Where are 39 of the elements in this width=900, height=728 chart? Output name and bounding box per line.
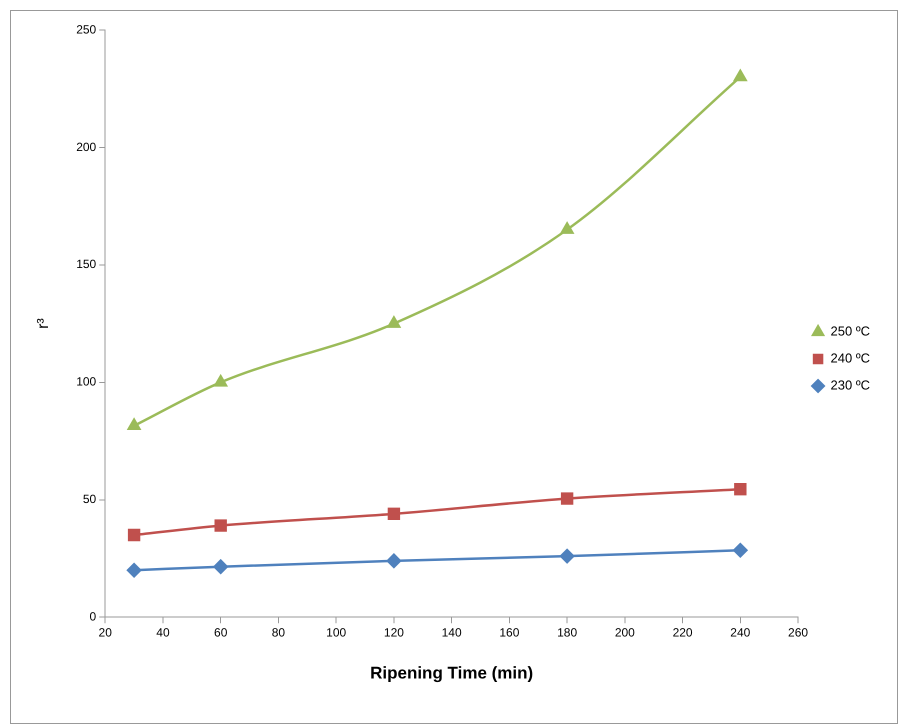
- x-tick-label: 40: [156, 626, 170, 640]
- legend-label: 250 ºC: [830, 324, 870, 339]
- y-tick-label: 50: [82, 492, 97, 506]
- x-tick-label: 60: [214, 626, 228, 640]
- x-tick-label: 120: [384, 626, 404, 640]
- point: [734, 482, 747, 496]
- y-tick-label: 250: [76, 22, 97, 36]
- point: [733, 543, 748, 558]
- y-tick-label: 200: [76, 140, 97, 154]
- y-tick-label: 0: [90, 610, 97, 624]
- x-tick-label: 260: [788, 626, 808, 640]
- point: [126, 562, 142, 578]
- point: [386, 554, 402, 568]
- point: [560, 222, 574, 234]
- x-axis-title: Ripening Time (min): [370, 663, 534, 682]
- y-axis-title: r³: [35, 318, 52, 329]
- point: [387, 316, 400, 328]
- point: [214, 375, 228, 387]
- x-tick-label: 140: [442, 626, 462, 640]
- x-tick-label: 200: [614, 626, 636, 640]
- x-tick-label: 80: [272, 626, 286, 640]
- point: [388, 508, 400, 520]
- x-tick-label: 100: [326, 626, 346, 640]
- point: [128, 528, 140, 542]
- point: [214, 519, 227, 532]
- point: [560, 492, 574, 505]
- y-tick-label: 100: [76, 374, 97, 389]
- point: [734, 70, 747, 82]
- x-tick-label: 20: [98, 626, 112, 640]
- point: [560, 548, 574, 564]
- x-tick-label: 160: [499, 626, 520, 640]
- x-tick-label: 180: [557, 626, 578, 640]
- point: [213, 559, 228, 574]
- point: [128, 418, 141, 430]
- x-tick-label: 220: [672, 626, 693, 640]
- legend-label: 240 ºC: [830, 350, 870, 366]
- x-tick-label: 240: [730, 626, 751, 640]
- legend-label: 230 ºC: [830, 378, 870, 393]
- y-tick-label: 150: [76, 257, 97, 272]
